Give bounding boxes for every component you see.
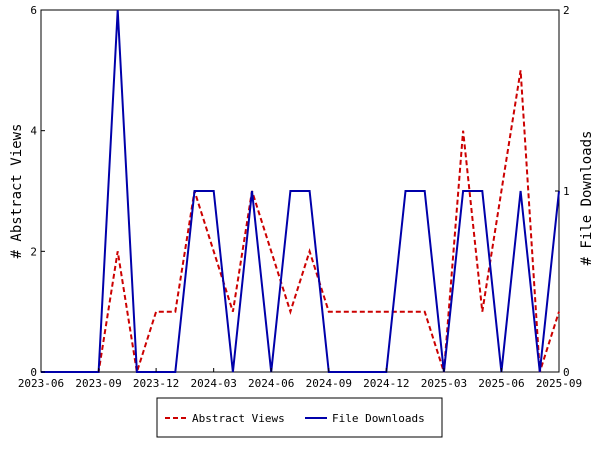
y-tick-label: 2 <box>30 245 37 258</box>
y2-tick-label: 2 <box>563 4 570 17</box>
x-tick-label: 2024-12 <box>363 377 409 390</box>
y-tick-label: 6 <box>30 4 37 17</box>
y-axis-title: # Abstract Views <box>9 124 25 259</box>
legend-label-abstract-views: Abstract Views <box>192 412 285 425</box>
x-tick-label: 2024-03 <box>190 377 236 390</box>
y-tick-label: 4 <box>30 125 37 138</box>
y2-tick-label: 0 <box>563 366 570 379</box>
x-tick-label: 2023-09 <box>75 377 121 390</box>
x-tick-label: 2025-03 <box>421 377 467 390</box>
x-tick-label: 2023-12 <box>133 377 179 390</box>
x-tick-label: 2025-09 <box>536 377 582 390</box>
y2-axis-title: # File Downloads <box>579 131 595 266</box>
y2-tick-label: 1 <box>563 185 570 198</box>
y-tick-label: 0 <box>30 366 37 379</box>
x-tick-label: 2024-09 <box>306 377 352 390</box>
legend-label-file-downloads: File Downloads <box>332 412 425 425</box>
legend: Abstract Views File Downloads <box>157 398 442 437</box>
x-tick-label: 2025-06 <box>478 377 524 390</box>
x-tick-label: 2023-06 <box>18 377 64 390</box>
x-tick-label: 2024-06 <box>248 377 294 390</box>
